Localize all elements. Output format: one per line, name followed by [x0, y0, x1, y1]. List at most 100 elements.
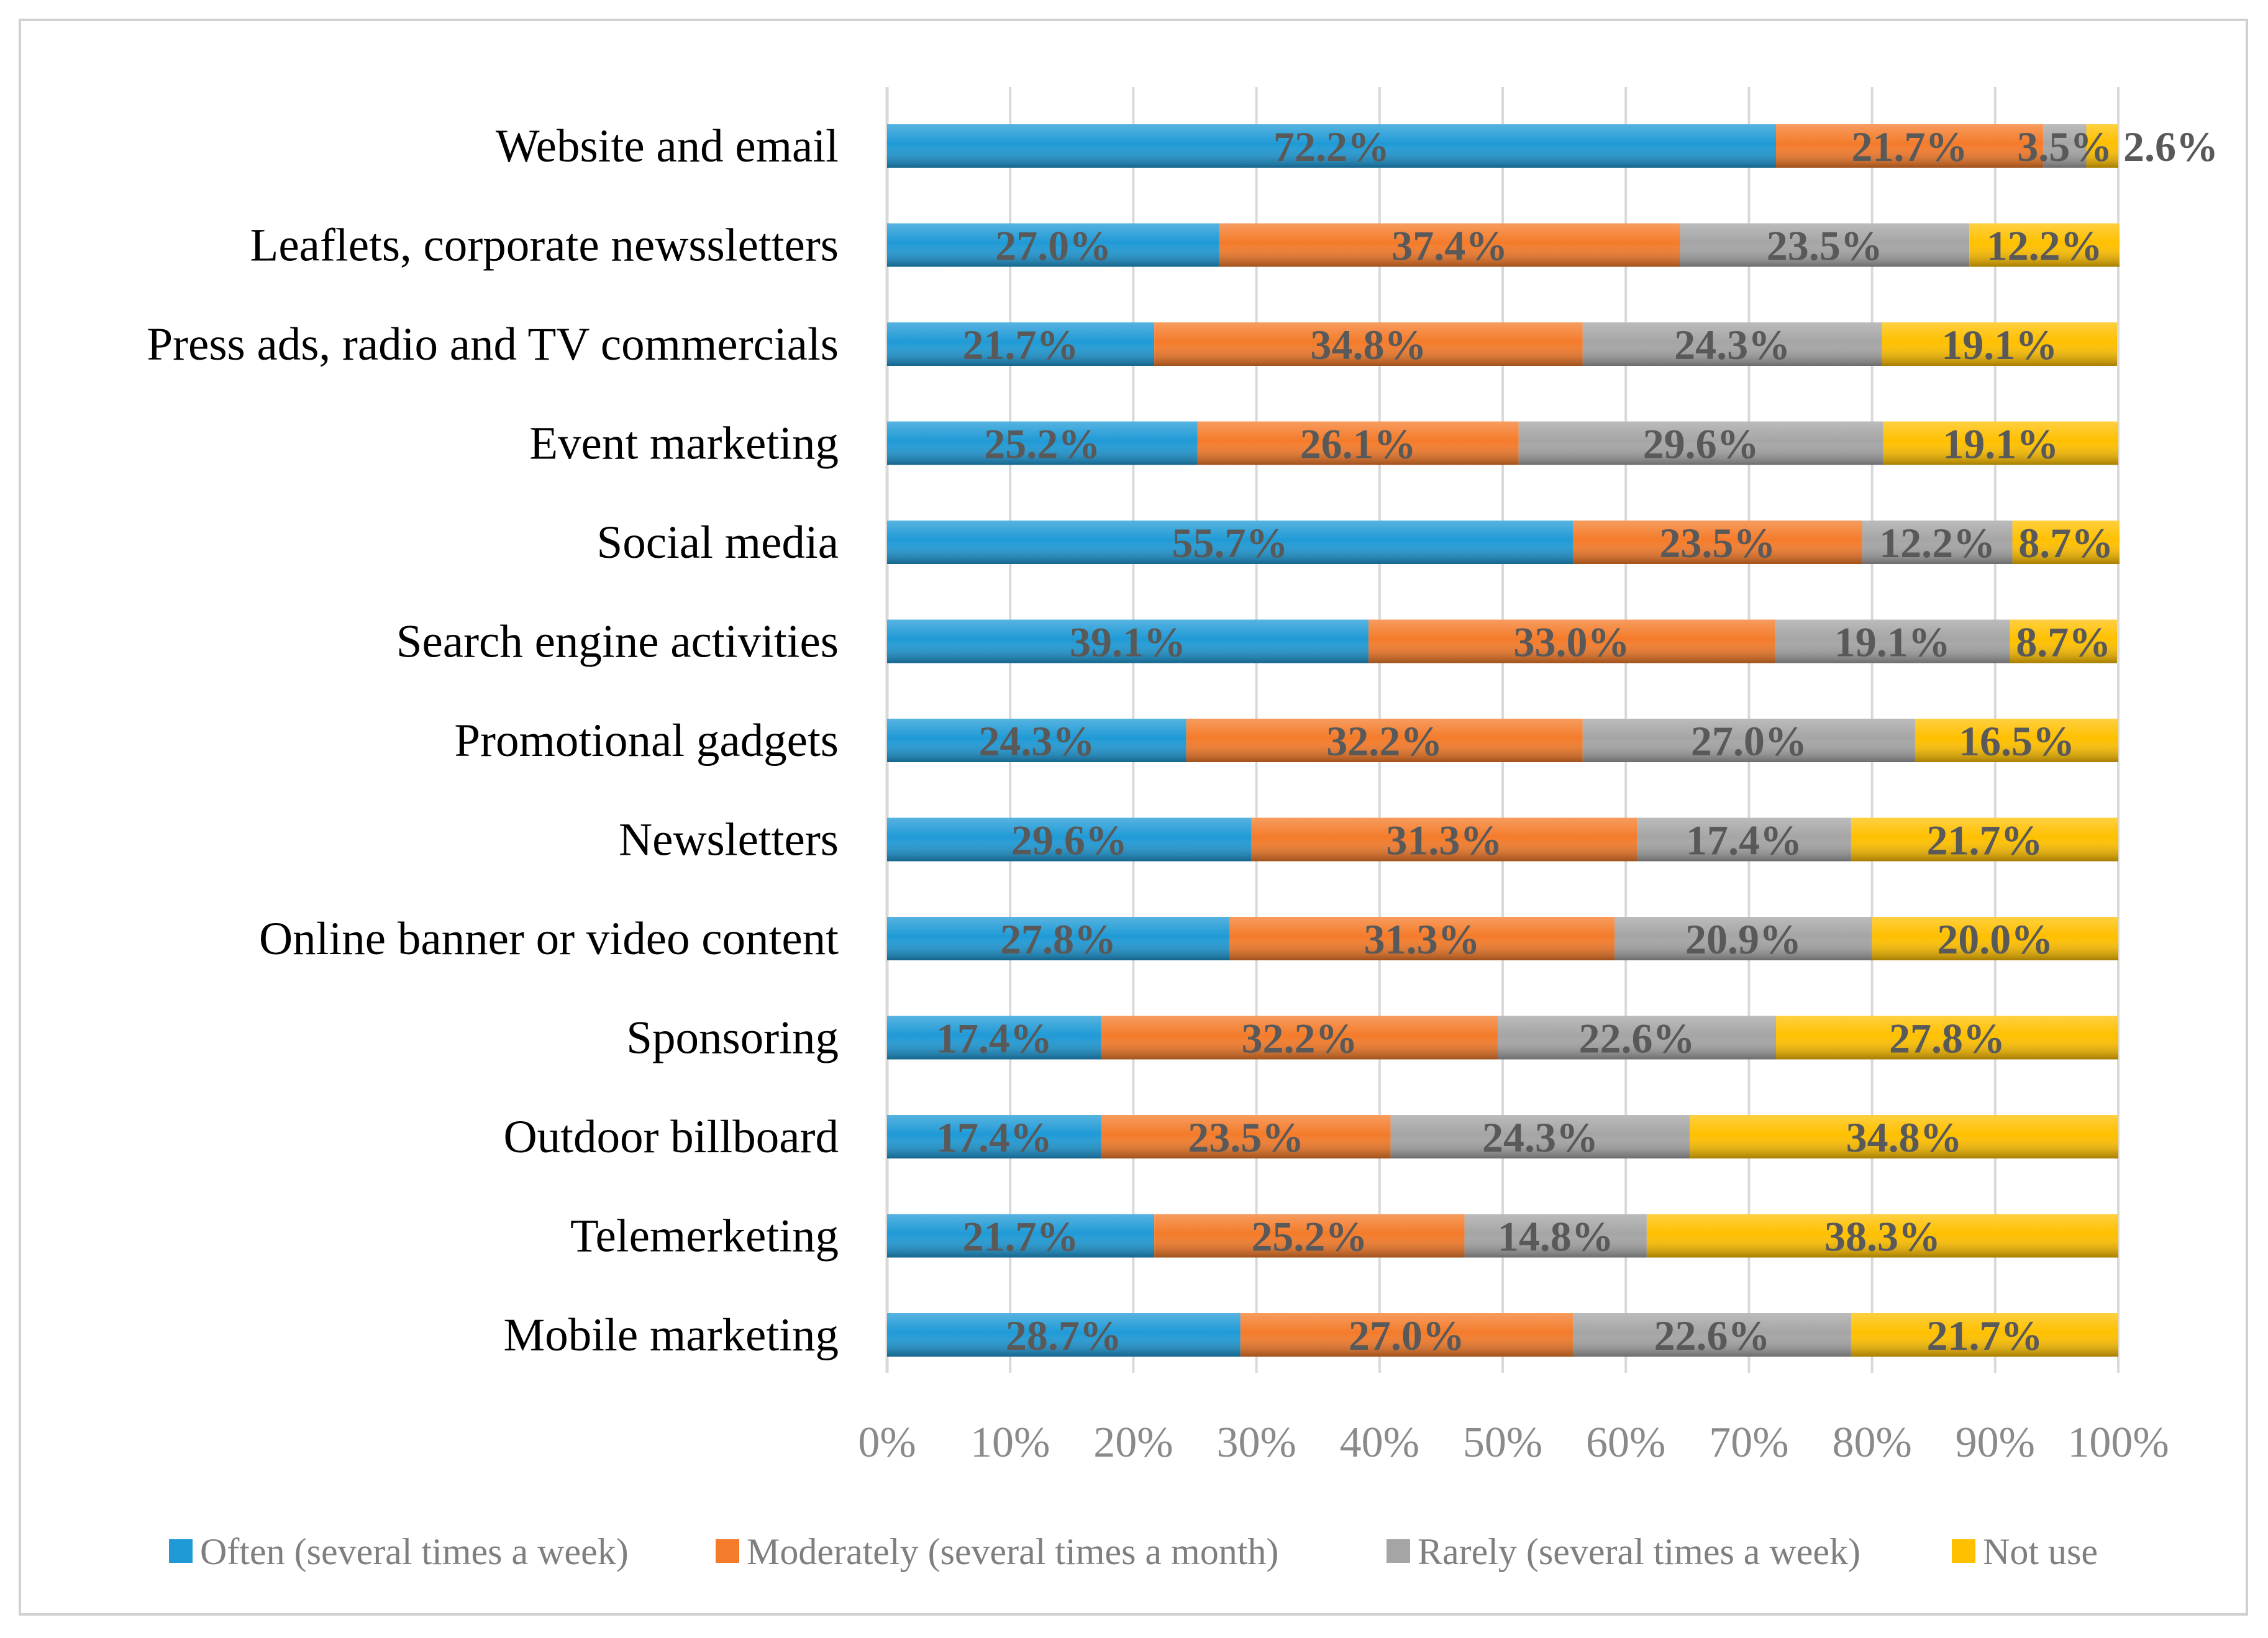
bar-segment-shade: [1872, 917, 2118, 960]
x-tick-label: 80%: [1832, 1419, 1911, 1467]
data-label: 17.4%: [1686, 817, 1802, 864]
bar-segment-shade: [2010, 619, 2118, 663]
data-label: 31.3%: [1364, 916, 1480, 963]
data-label: 24.3%: [1674, 321, 1790, 368]
bar-segment-shade: [1229, 917, 1615, 960]
bar-segment-shade: [887, 1214, 1155, 1258]
category-label: Mobile marketing: [504, 1309, 839, 1361]
category-label: Event marketing: [529, 418, 839, 470]
axis: 0% 10% 20% 30% 40% 50% 60% 70% 80% 90% 100% Website…: [147, 87, 2169, 1467]
bar-segment-shade: [1101, 1016, 1498, 1060]
category-label: Website and email: [496, 121, 839, 172]
data-label: 14.8%: [1498, 1213, 1614, 1260]
data-label: 12.2%: [1987, 222, 2103, 270]
bar-segment-shade: [1614, 917, 1872, 960]
bar-segment-shade: [887, 223, 1220, 267]
data-label: 23.5%: [1188, 1114, 1304, 1161]
category-label: Search engine activities: [396, 616, 839, 668]
data-label: 17.4%: [936, 1015, 1052, 1062]
x-tick-label: 40%: [1340, 1419, 1419, 1467]
bar-segment-shade: [1572, 521, 1862, 564]
bar-segment-shade: [1582, 719, 1915, 762]
bar-segment-shade: [887, 817, 1252, 862]
bar-segment-shade: [1101, 1115, 1391, 1158]
x-tick-label: 100%: [2067, 1419, 2169, 1467]
bar-segment-shade: [1851, 817, 2118, 862]
bar-segment-shade: [887, 521, 1573, 564]
data-label: 33.0%: [1513, 619, 1629, 666]
data-label: 32.2%: [1326, 717, 1442, 765]
category-label: Online banner or video content: [259, 913, 839, 965]
data-label: 24.3%: [978, 717, 1095, 765]
data-label: 19.1%: [1834, 619, 1951, 666]
data-label: 17.4%: [936, 1114, 1052, 1161]
category-label: Leaflets, corporate newssletters: [250, 220, 839, 271]
bar-segment-shade: [887, 1313, 1241, 1357]
bar-segment-shade: [1775, 619, 2010, 663]
data-label: 20.0%: [1937, 916, 2053, 963]
bar-segment-shade: [1518, 421, 1883, 465]
category-label: Promotional gadgets: [454, 715, 839, 767]
data-labels: 72.2% 21.7% 3.5% 2.6% 27.0% 37.4% 23.5% 12.2% 21…: [936, 123, 2218, 1359]
x-tick-label: 20%: [1093, 1419, 1173, 1467]
bar-segment-shade: [887, 619, 1369, 663]
data-label: 29.6%: [1011, 817, 1127, 864]
bar-segment-shade: [2043, 124, 2087, 168]
bar-segment-shade: [887, 719, 1186, 762]
legend-swatch: [1952, 1539, 1975, 1563]
bar-segment-shade: [1154, 322, 1583, 366]
bar-segment-shade: [1240, 1313, 1573, 1357]
legend-swatch: [1387, 1539, 1410, 1563]
data-label: 21.7%: [963, 321, 1079, 368]
x-tick-label: 10%: [970, 1419, 1050, 1467]
bar-segment-shade: [887, 1115, 1101, 1158]
bar-segment-shade: [2012, 521, 2120, 564]
data-label: 16.5%: [1959, 717, 2075, 765]
data-label: 19.1%: [1942, 421, 2059, 468]
data-label: 21.7%: [963, 1213, 1079, 1260]
data-label: 28.7%: [1006, 1312, 1122, 1359]
bar-segment-shade: [1680, 223, 1970, 267]
data-label: 34.8%: [1310, 321, 1426, 368]
data-label: 22.6%: [1654, 1312, 1770, 1359]
bar-segment-shade: [1915, 719, 2118, 762]
legend-label: Moderately (several times a month): [747, 1531, 1278, 1572]
data-label: 2.6%: [2123, 123, 2218, 170]
bar-segment-shade: [1862, 521, 2013, 564]
data-label: 19.1%: [1941, 321, 2057, 368]
bar-segment-shade: [1219, 223, 1680, 267]
data-label: 34.8%: [1846, 1114, 1962, 1161]
data-label: 21.7%: [1926, 1312, 2043, 1359]
bar-segment-shade: [1186, 719, 1583, 762]
data-label: 39.1%: [1070, 619, 1186, 666]
x-tick-label: 70%: [1709, 1419, 1788, 1467]
legend-label: Often (several times a week): [200, 1531, 629, 1572]
bar-segment-shade: [1368, 619, 1775, 663]
bar-segment-shade: [2086, 124, 2118, 168]
category-label: Telemerketing: [570, 1211, 839, 1262]
x-tick-label: 30%: [1216, 1419, 1296, 1467]
data-label: 55.7%: [1172, 519, 1288, 566]
bar-segment-shade: [1197, 421, 1519, 465]
data-label: 3.5%: [2017, 123, 2112, 170]
data-label: 21.7%: [1852, 123, 1968, 170]
category-label: Newsletters: [619, 814, 839, 866]
bar-segment-shade: [1154, 1214, 1465, 1258]
data-label: 24.3%: [1482, 1114, 1598, 1161]
data-label: 8.7%: [2018, 519, 2113, 566]
data-label: 20.9%: [1685, 916, 1801, 963]
data-label: 8.7%: [2016, 619, 2111, 666]
bar-segment-shade: [1582, 322, 1882, 366]
bar-segment-shade: [1464, 1214, 1647, 1258]
data-label: 27.0%: [995, 222, 1111, 270]
bar-segment-shade: [887, 1016, 1101, 1060]
data-label: 31.3%: [1386, 817, 1502, 864]
x-tick-label: 50%: [1463, 1419, 1542, 1467]
bar-segment-shade: [1776, 124, 2044, 168]
data-label: 12.2%: [1879, 519, 1995, 566]
bar-segment-shade: [887, 421, 1198, 465]
bar-segment-shade: [1690, 1115, 2118, 1158]
data-label: 32.2%: [1241, 1015, 1357, 1062]
data-label: 23.5%: [1659, 519, 1775, 566]
